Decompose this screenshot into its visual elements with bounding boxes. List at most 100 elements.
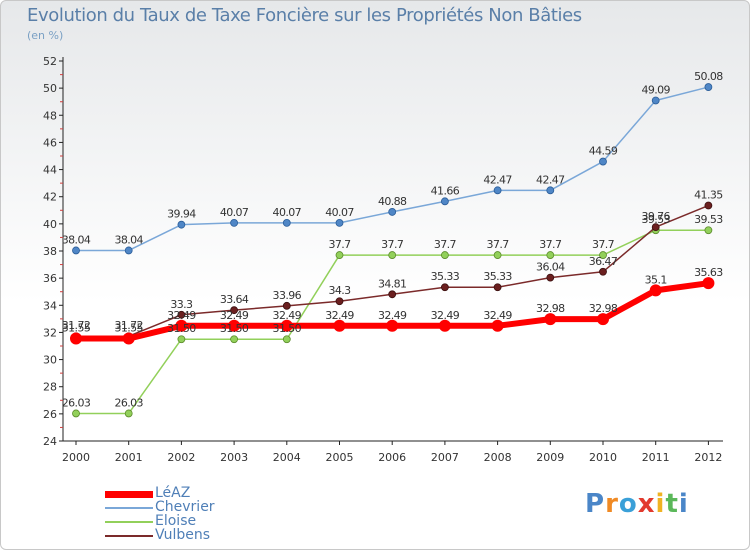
x-tick-label: 2008 xyxy=(484,451,512,464)
data-point-laz xyxy=(228,319,241,332)
data-point-eloise xyxy=(72,409,80,418)
data-label-vulbens: 36.47 xyxy=(589,255,618,268)
legend-swatch xyxy=(105,535,153,537)
data-label-laz: 32.98 xyxy=(589,302,618,315)
data-point-laz xyxy=(597,313,609,326)
data-point-laz xyxy=(438,319,451,332)
data-label-eloise: 31.50 xyxy=(273,322,302,335)
data-label-eloise: 31.50 xyxy=(220,322,249,335)
data-label-chevrier: 39.94 xyxy=(167,208,196,221)
data-label-chevrier: 50.08 xyxy=(694,70,723,83)
data-point-laz xyxy=(333,319,346,332)
data-label-laz: 32.49 xyxy=(273,309,302,322)
data-label-chevrier: 41.66 xyxy=(431,184,460,197)
data-label-vulbens: 35.33 xyxy=(431,270,460,283)
y-tick-label: 46 xyxy=(43,136,57,149)
legend-swatch xyxy=(105,507,153,509)
data-label-laz: 32.49 xyxy=(431,309,460,322)
x-tick-label: 2006 xyxy=(378,451,406,464)
data-point-vulbens xyxy=(440,283,449,292)
data-point-laz xyxy=(280,319,293,332)
data-point-vulbens xyxy=(177,310,186,319)
data-point-vulbens xyxy=(651,223,660,232)
data-label-laz: 32.49 xyxy=(220,309,249,322)
data-label-laz: 32.49 xyxy=(325,309,354,322)
x-tick-label: 2005 xyxy=(326,451,354,464)
data-point-eloise xyxy=(388,251,397,259)
x-tick-label: 2000 xyxy=(62,451,90,464)
legend-swatch xyxy=(105,521,153,523)
data-point-eloise xyxy=(335,251,344,259)
x-tick-label: 2012 xyxy=(694,451,722,464)
x-tick-label: 2003 xyxy=(220,451,248,464)
data-point-chevrier xyxy=(493,186,502,195)
data-label-chevrier: 44.59 xyxy=(589,145,618,158)
data-point-vulbens xyxy=(493,283,502,292)
logo-letter: i xyxy=(678,489,689,519)
data-label-vulbens: 33.64 xyxy=(220,293,249,306)
y-tick-label: 40 xyxy=(43,218,57,231)
data-point-chevrier xyxy=(546,186,555,195)
data-point-vulbens xyxy=(704,201,713,210)
data-point-eloise xyxy=(599,251,607,259)
data-label-eloise: 26.03 xyxy=(114,396,143,409)
x-tick-label: 2001 xyxy=(115,451,143,464)
axes: 24 26 28 30 32 34 36 38 40 42 44 46 48 50 52 2000 2001 20… xyxy=(43,55,723,464)
data-point-vulbens xyxy=(546,273,555,282)
logo-letter: o xyxy=(618,489,638,519)
data-point-eloise xyxy=(230,335,239,344)
x-tick-label: 2007 xyxy=(431,451,459,464)
data-label-chevrier: 40.88 xyxy=(378,195,407,208)
series-line-chevrier xyxy=(76,86,709,252)
legend-label: Chevrier xyxy=(155,499,215,515)
data-label-vulbens: 31.72 xyxy=(114,319,143,332)
data-label-vulbens: 34.81 xyxy=(378,277,407,290)
data-label-vulbens: 41.35 xyxy=(694,189,723,202)
data-label-vulbens: 34.3 xyxy=(328,284,351,297)
data-point-eloise xyxy=(124,409,133,418)
data-point-vulbens xyxy=(230,306,239,315)
data-label-eloise: 31.50 xyxy=(167,322,196,335)
data-point-eloise xyxy=(177,335,186,344)
data-label-eloise: 39.53 xyxy=(641,213,670,226)
data-label-eloise: 37.7 xyxy=(328,238,351,251)
data-point-vulbens xyxy=(335,297,344,306)
data-point-eloise xyxy=(440,251,449,259)
data-label-eloise: 26.03 xyxy=(62,396,91,409)
logo-letter: P xyxy=(585,489,606,519)
data-label-vulbens: 36.04 xyxy=(536,261,565,274)
data-label-vulbens: 39.76 xyxy=(641,210,670,223)
y-tick-label: 52 xyxy=(43,55,57,68)
data-label-eloise: 37.7 xyxy=(381,238,404,251)
logo-letter: r xyxy=(605,489,619,519)
data-label-eloise: 39.53 xyxy=(694,213,723,226)
data-label-laz: 35.1 xyxy=(645,273,667,286)
data-label-laz: 31.55 xyxy=(62,322,91,335)
data-point-vulbens xyxy=(388,290,397,299)
y-tick-label: 36 xyxy=(43,272,57,285)
y-tick-label: 42 xyxy=(43,191,57,204)
data-label-laz: 31.55 xyxy=(114,322,143,335)
data-label-laz: 32.49 xyxy=(378,309,407,322)
data-point-eloise xyxy=(493,251,502,259)
chart-title: Evolution du Taux de Taxe Foncière sur l… xyxy=(27,5,582,26)
data-label-laz: 35.63 xyxy=(694,266,723,279)
data-point-chevrier xyxy=(599,157,607,166)
legend-label: Eloise xyxy=(155,513,197,529)
data-label-chevrier: 40.07 xyxy=(273,206,302,219)
data-label-vulbens: 33.96 xyxy=(273,289,302,302)
data-label-vulbens: 33.3 xyxy=(170,298,193,311)
data-point-chevrier xyxy=(230,219,239,227)
x-tick-label: 2011 xyxy=(642,451,670,464)
series-layer xyxy=(70,83,715,418)
data-label-chevrier: 49.09 xyxy=(641,83,670,96)
data-point-chevrier xyxy=(651,96,660,105)
data-point-laz xyxy=(175,319,188,332)
data-label-eloise: 37.7 xyxy=(487,238,510,251)
data-label-eloise: 37.7 xyxy=(592,238,615,251)
y-tick-label: 38 xyxy=(43,245,57,258)
proxiti-logo: Proxiti xyxy=(585,489,689,519)
data-label-laz: 32.49 xyxy=(167,309,196,322)
